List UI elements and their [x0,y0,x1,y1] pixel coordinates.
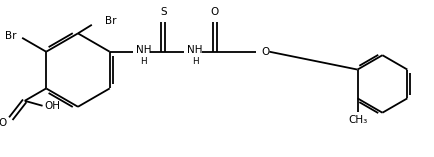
Text: NH: NH [187,45,203,55]
Text: NH: NH [136,45,151,55]
Text: OH: OH [44,101,60,111]
Text: H: H [140,57,147,66]
Text: O: O [211,7,219,17]
Text: Br: Br [105,16,116,26]
Text: O: O [261,47,270,57]
Text: O: O [0,118,7,128]
Text: H: H [192,57,198,66]
Text: CH₃: CH₃ [348,115,367,125]
Text: S: S [160,7,167,17]
Text: Br: Br [5,31,17,41]
